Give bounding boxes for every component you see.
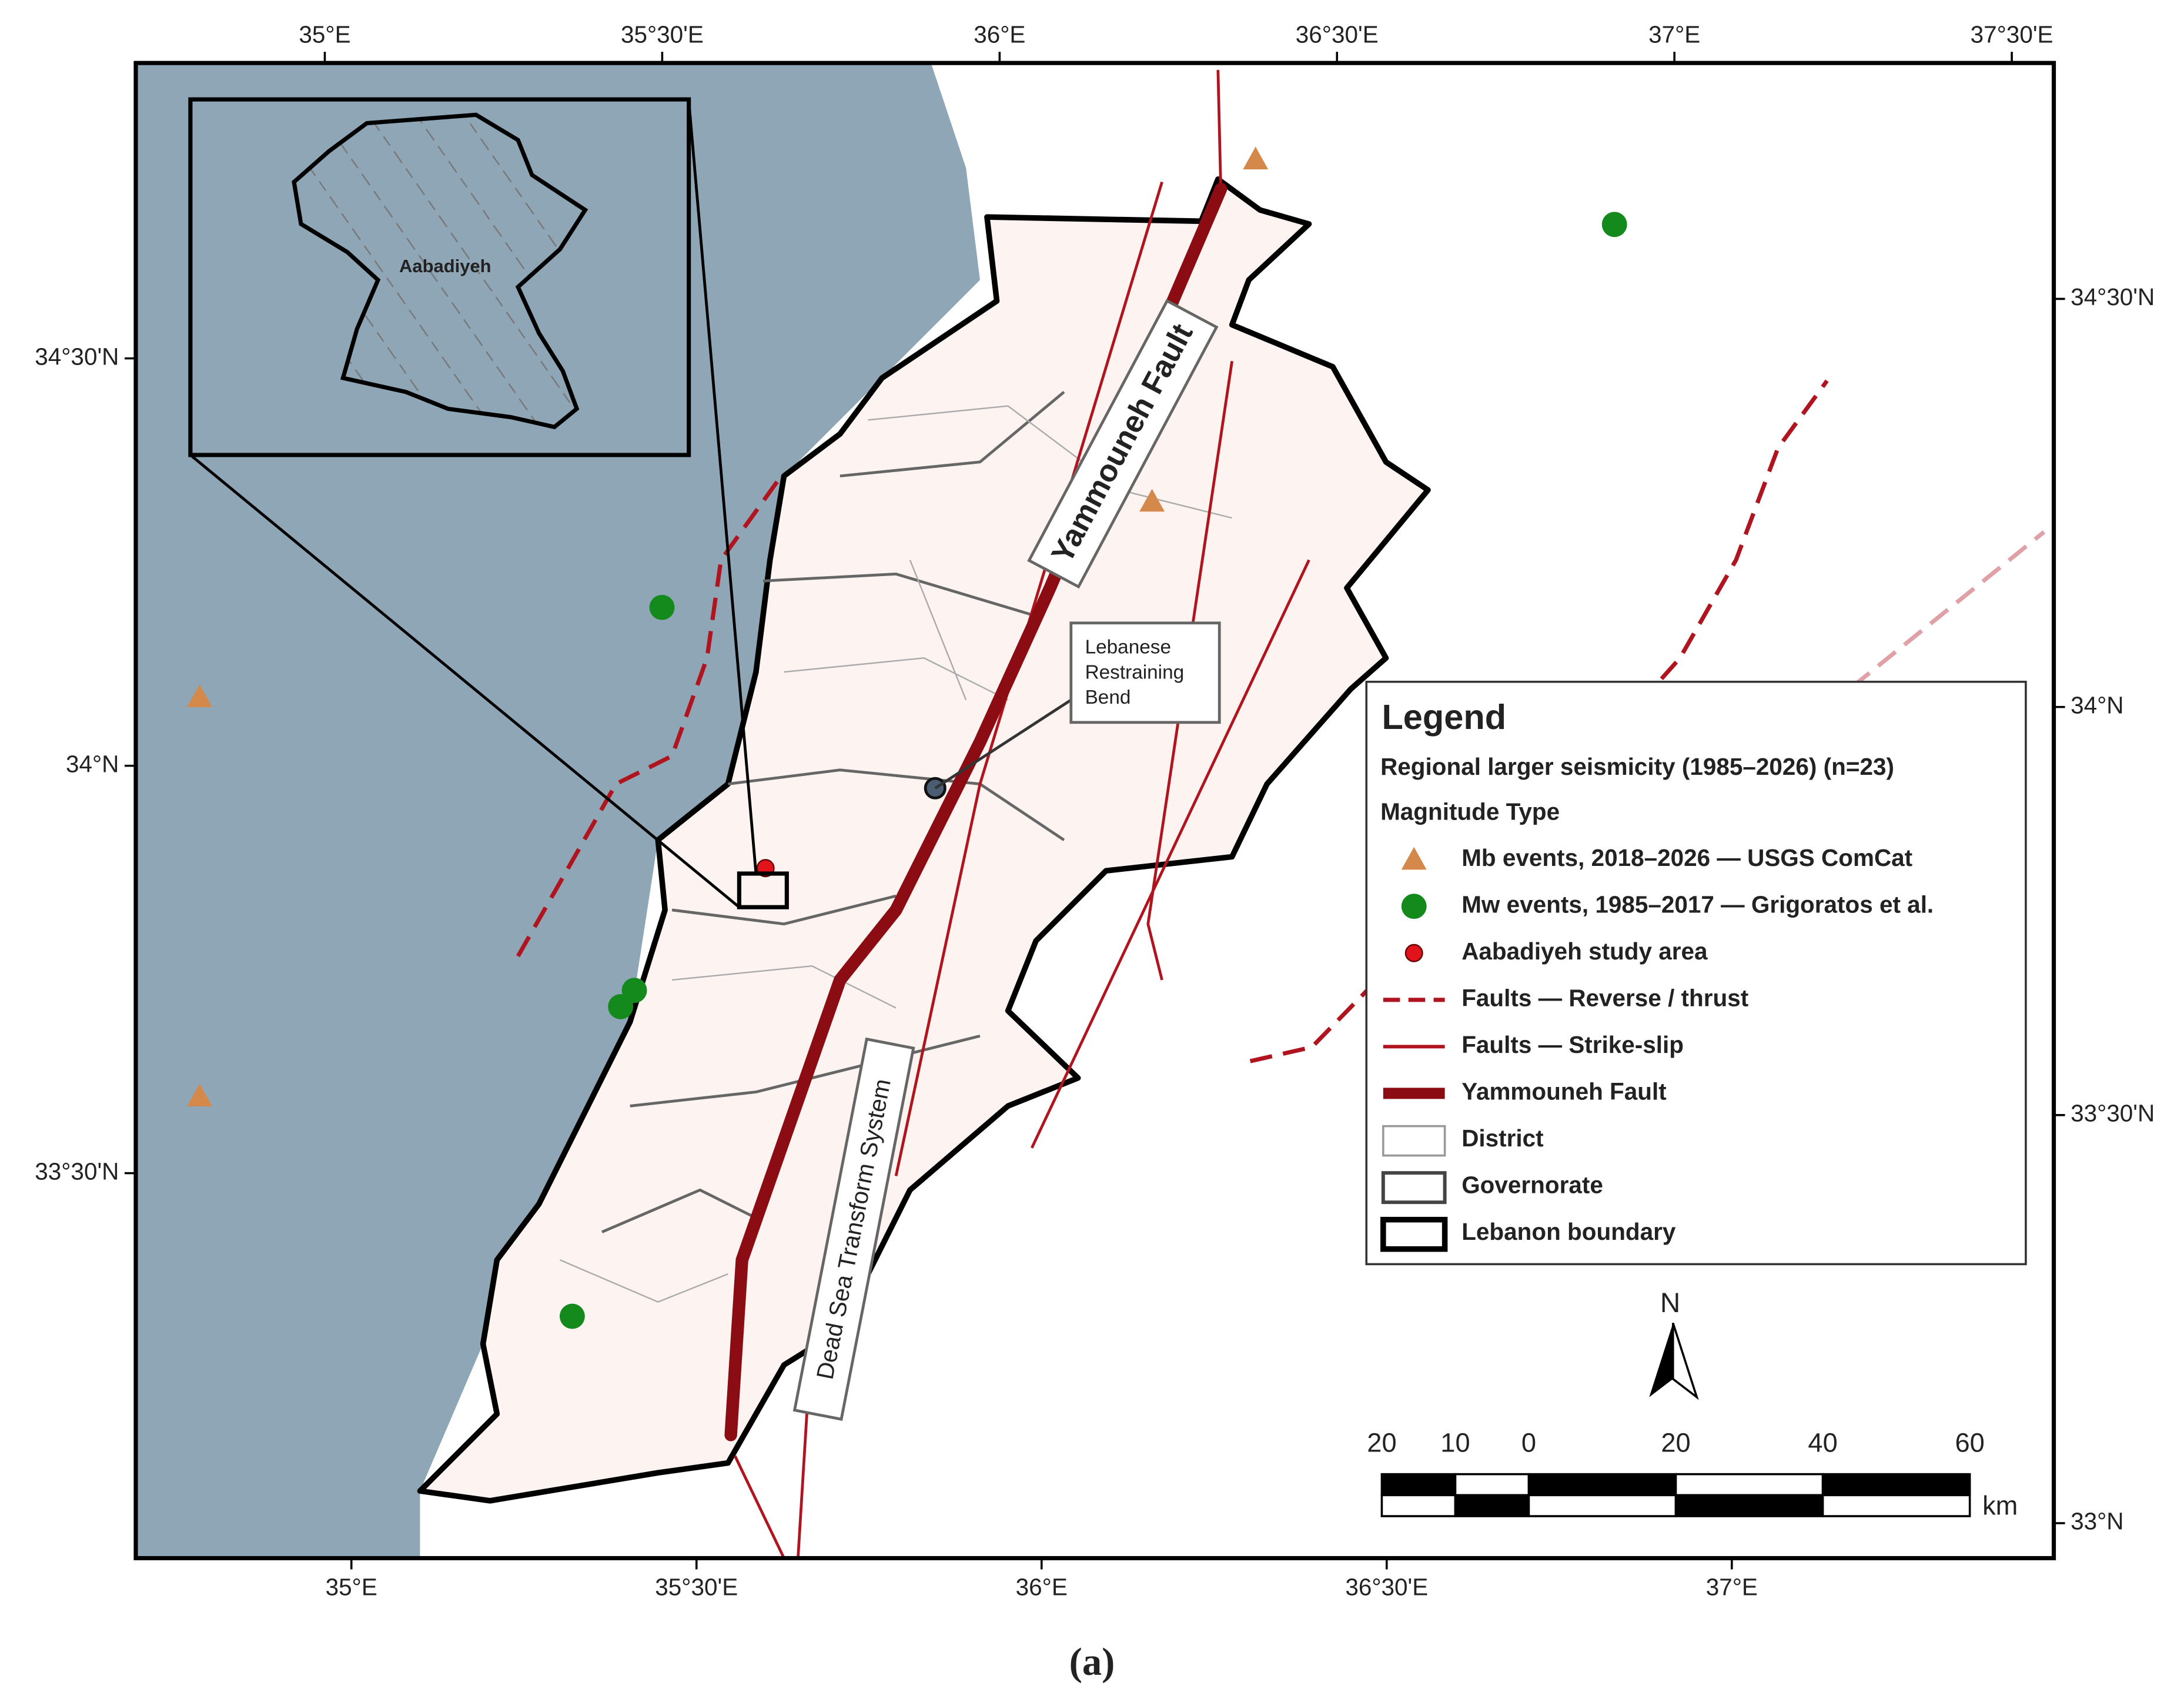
legend-label: Mb events, 2018–2026 — USGS ComCat — [1461, 844, 1912, 871]
north-label: N — [1660, 1287, 1680, 1319]
inset-label: Aabadiyeh — [399, 256, 491, 276]
scale-segment — [1527, 1494, 1677, 1517]
legend-symbol — [1404, 944, 1423, 962]
bend-label: Bend — [1085, 687, 1131, 708]
scale-segment — [1380, 1473, 1457, 1497]
legend-label: Faults — Strike-slip — [1461, 1031, 1684, 1058]
x-tick-label: 36°E — [1016, 1574, 1068, 1601]
x-tick-label: 37°30'E — [1971, 21, 2053, 48]
scale-segment — [1454, 1494, 1530, 1517]
y-tick-label: 33°30'N — [35, 1158, 119, 1185]
axes: 35°E 35°30'E 36°E 36°30'E 37°E 37°30'E 35°E 35°… — [35, 21, 2155, 1601]
legend-label: Lebanon boundary — [1461, 1218, 1676, 1245]
scale-segment — [1821, 1473, 1971, 1497]
legend-symbol — [1401, 894, 1427, 919]
legend-symbol — [1381, 1171, 1447, 1205]
scale-segment — [1674, 1473, 1824, 1497]
x-tick-label: 36°E — [974, 21, 1025, 48]
y-tick-label: 33°N — [2071, 1508, 2123, 1535]
x-tick-label: 35°E — [326, 1574, 377, 1601]
scale-segment — [1821, 1494, 1971, 1517]
x-tick-label: 35°E — [299, 21, 350, 48]
scale-label: 20 — [1367, 1428, 1396, 1458]
scale-label: 60 — [1955, 1428, 1984, 1458]
mb-event — [1243, 146, 1269, 170]
mw-event — [649, 594, 675, 620]
legend-label: Faults — Reverse / thrust — [1461, 984, 1748, 1011]
mw-event — [608, 994, 634, 1019]
scale-bar: 20 10 0 20 40 60 km — [1367, 1428, 2018, 1521]
mw-event — [559, 1303, 585, 1329]
legend-symbol — [1380, 1216, 1448, 1252]
bend-label-box: Lebanese Restraining Bend — [1069, 621, 1221, 724]
y-tick-label: 34°N — [2071, 691, 2123, 718]
scale-segment — [1674, 1494, 1824, 1517]
legend-symbol — [1382, 1125, 1446, 1157]
label-box — [792, 1037, 915, 1421]
scale-segment — [1527, 1473, 1677, 1497]
inset-leader — [687, 101, 758, 874]
districts — [560, 405, 1232, 1303]
legend-title: Legend — [1382, 697, 1506, 737]
x-tick-label: 37°E — [1706, 1574, 1758, 1601]
legend: Legend Regional larger seismicity (1985–… — [1365, 680, 2027, 1266]
scale-label: 20 — [1661, 1428, 1690, 1458]
x-tick-label: 35°30'E — [655, 1574, 738, 1601]
y-tick-label: 34°30'N — [35, 343, 119, 370]
label-box — [1069, 621, 1221, 724]
scale-label: 0 — [1521, 1428, 1536, 1458]
bend-leader — [934, 698, 1072, 790]
mb-event — [187, 1083, 212, 1106]
north-arrow: N — [1649, 1287, 1699, 1400]
scale-segment — [1380, 1494, 1457, 1517]
map-body: Aabadiyeh Yammouneh Fault Lebanese Restr… — [135, 63, 2054, 1558]
legend-box — [1365, 680, 2027, 1266]
bend-label: Lebanese — [1085, 636, 1171, 658]
x-tick-label: 37°E — [1648, 21, 1700, 48]
x-tick-label: 36°30'E — [1345, 1574, 1428, 1601]
x-tick-label: 35°30'E — [621, 21, 704, 48]
scale-label: 10 — [1440, 1428, 1470, 1458]
north-arrow-half — [1671, 1322, 1699, 1400]
y-tick-label: 34°N — [66, 750, 119, 777]
scale-label: 40 — [1808, 1428, 1837, 1458]
legend-subtitle: Regional larger seismicity (1985–2026) (… — [1380, 753, 1894, 780]
legend-label: Mw events, 1985–2017 — Grigoratos et al. — [1461, 891, 1934, 918]
y-tick-label: 34°30'N — [2071, 283, 2155, 310]
scale-segment — [1454, 1473, 1530, 1497]
legend-label: Aabadiyeh study area — [1461, 938, 1708, 965]
study-box — [737, 871, 789, 909]
inset-leader — [189, 454, 740, 908]
legend-label: Governorate — [1461, 1172, 1603, 1199]
bend-label: Restraining — [1085, 661, 1185, 683]
legend-label: District — [1461, 1125, 1543, 1152]
caption: (a) — [1069, 1641, 1115, 1684]
x-tick-label: 36°30'E — [1296, 21, 1379, 48]
scale-unit: km — [1982, 1491, 2018, 1521]
y-tick-label: 33°30'N — [2071, 1099, 2155, 1126]
legend-group: Magnitude Type — [1380, 798, 1560, 825]
mb-event — [187, 684, 212, 707]
legend-label: Yammouneh Fault — [1461, 1078, 1667, 1105]
mb-event — [1139, 489, 1165, 512]
label-box — [1027, 299, 1219, 589]
inset-area — [292, 112, 588, 430]
mw-event — [1601, 212, 1627, 237]
legend-symbol — [1401, 847, 1427, 870]
frame — [133, 61, 2056, 1561]
